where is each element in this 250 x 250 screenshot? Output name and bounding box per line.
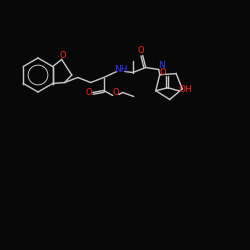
- Text: O: O: [86, 88, 92, 97]
- Text: O: O: [138, 46, 144, 55]
- Text: O: O: [60, 51, 66, 60]
- Text: NH: NH: [114, 65, 128, 74]
- Text: N: N: [158, 61, 165, 70]
- Text: OH: OH: [179, 85, 192, 94]
- Text: O: O: [160, 68, 166, 77]
- Text: O: O: [112, 88, 119, 97]
